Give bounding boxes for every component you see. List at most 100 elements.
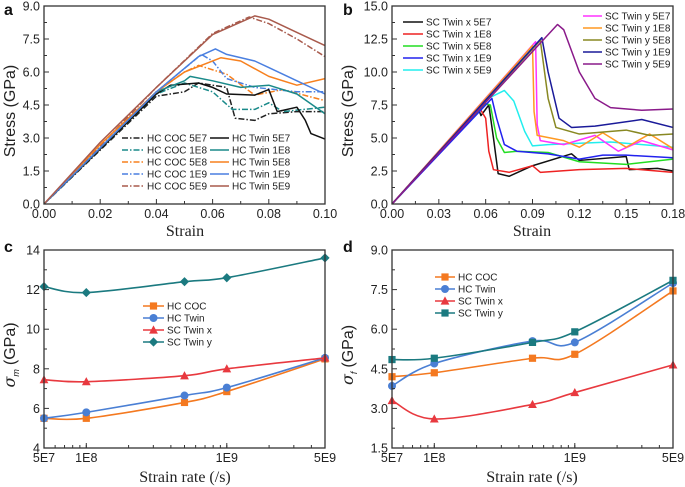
legend-item: HC COC <box>435 273 497 284</box>
y-axis-symbol: σ <box>0 376 19 388</box>
x-tick-label: 0.04 <box>144 207 168 221</box>
data-point <box>222 273 232 283</box>
data-point <box>570 387 580 397</box>
legend-label: HC Twin 5E9 <box>232 182 291 193</box>
legend-label: HC Twin 5E7 <box>232 134 291 145</box>
y-tick-label: 7.5 <box>371 283 388 297</box>
data-point <box>82 408 91 417</box>
y-tick-label: 0.0 <box>371 198 388 212</box>
data-point <box>528 354 537 362</box>
legend-item: HC COC <box>143 302 206 313</box>
legend-item: SC Twin y 1E9 <box>583 48 671 59</box>
legend-label: SC Twin y 1E9 <box>605 48 671 59</box>
data-point <box>180 391 189 400</box>
y-axis-unit: (GPa) <box>340 325 357 368</box>
series-line-sc-twin-x-5e8 <box>391 102 674 205</box>
x-tick-label: 0.18 <box>661 207 685 221</box>
y-tick-label: 3.0 <box>371 402 388 416</box>
y-tick-label: 10 <box>26 323 40 337</box>
legend-item: SC Twin y 5E9 <box>583 60 671 71</box>
legend-label: HC COC 5E8 <box>147 158 207 169</box>
x-axis-label: Strain rate (/s) <box>139 469 231 486</box>
x-tick-label: 0.12 <box>567 207 591 221</box>
x-tick-label: 0.06 <box>200 207 224 221</box>
legend-label: SC Twin y <box>167 338 212 349</box>
legend-item: HC Twin 5E8 <box>210 158 291 169</box>
data-point <box>222 383 231 392</box>
legend-item: SC Twin y 5E7 <box>583 12 671 23</box>
series-line-hc-twin-1e9 <box>43 48 326 205</box>
series-line-sc-twin-y-5e8 <box>391 39 674 205</box>
y-tick-label: 5.0 <box>371 132 388 146</box>
legend-item: SC Twin x 1E9 <box>403 54 492 65</box>
x-axis-label: Strain <box>166 223 204 240</box>
legend-label: HC COC <box>458 273 497 284</box>
data-point <box>570 338 579 347</box>
x-tick-label: 0.10 <box>313 207 337 221</box>
x-axis-label: Strain rate (/s) <box>486 469 578 486</box>
series-line-hc-coc-1e8 <box>43 82 326 205</box>
y-axis-subscript: m <box>11 369 21 377</box>
legend-item: HC COC 1E8 <box>122 146 207 157</box>
legend-item: HC Twin <box>435 285 496 296</box>
series-line-sc-twin-y-1e8 <box>391 44 674 205</box>
legend-marker <box>441 309 449 317</box>
y-axis-symbol: σ <box>338 373 357 385</box>
series-line-hc-coc-1e9 <box>43 53 325 205</box>
data-point <box>82 414 90 422</box>
legend-label: HC Twin <box>167 314 205 325</box>
y-axis-label: Stress (GPa) <box>340 65 357 157</box>
y-tick-label: 9.0 <box>371 244 388 258</box>
legend-label: SC Twin y 5E7 <box>605 12 671 23</box>
legend-label: HC Twin 5E8 <box>232 158 291 169</box>
y-tick-label: 4.5 <box>371 362 388 376</box>
legend-marker <box>440 296 450 305</box>
y-axis-label: σm (GPa) <box>0 322 21 387</box>
x-tick-label: 5E9 <box>662 451 684 465</box>
y-tick-label: 6.0 <box>371 323 388 337</box>
x-tick-label: 1E8 <box>423 451 445 465</box>
y-tick-label: 1.5 <box>371 442 388 456</box>
legend-item: HC COC 5E7 <box>122 134 207 145</box>
y-axis-subscript: f <box>349 370 359 374</box>
series-line-sc-twin-x-1e8 <box>391 106 674 205</box>
y-tick-label: 9.0 <box>23 0 40 14</box>
data-point <box>180 398 189 407</box>
y-tick-label: 14 <box>26 244 40 258</box>
series-line-sc-twin-y-5e9 <box>391 23 674 205</box>
legend-marker <box>148 337 159 347</box>
legend-label: HC Twin 1E8 <box>232 146 291 157</box>
legend-label: HC COC 5E7 <box>147 134 207 145</box>
chart-panel-b: 0.00 0.03 0.06 0.09 0.12 0.15 0.18 0.0 2.5 5.0 7.5… <box>340 0 685 240</box>
legend-label: SC Twin y <box>458 309 503 320</box>
legend-item: HC Twin 5E9 <box>210 182 291 193</box>
legend-item: HC COC 5E9 <box>122 182 207 193</box>
y-tick-label: 7.5 <box>371 99 388 113</box>
legend-label: HC Twin <box>458 285 496 296</box>
x-tick-label: 0.00 <box>32 207 56 221</box>
y-tick-label: 15.0 <box>364 0 388 14</box>
legend-item: HC COC 1E9 <box>122 170 207 181</box>
x-axis-label: Strain <box>513 223 551 240</box>
legend-label: SC Twin y 5E9 <box>605 60 671 71</box>
x-tick-label: 0.09 <box>520 207 544 221</box>
data-point <box>429 414 439 423</box>
y-tick-label: 12 <box>26 283 40 297</box>
data-point <box>180 371 189 380</box>
chart-panel-d: 5E7 1E8 1E9 5E9 1.5 3.0 4.5 6.0 7.5 9.0 Strain rat… <box>338 239 684 486</box>
x-tick-label: 5E7 <box>33 451 55 465</box>
y-axis-unit: (GPa) <box>2 322 19 365</box>
legend-label: SC Twin x 5E8 <box>426 42 492 53</box>
series-line-sc-twin-x-5e9 <box>391 89 674 205</box>
y-tick-label: 8 <box>33 362 40 376</box>
data-point <box>430 354 438 362</box>
y-tick-label: 12.5 <box>364 33 388 47</box>
x-tick-label: 0.02 <box>88 207 112 221</box>
panel-label: b <box>343 2 353 19</box>
legend-label: SC Twin x 1E8 <box>426 30 492 41</box>
panel-label: d <box>343 239 353 256</box>
legend-label: SC Twin x <box>458 297 503 308</box>
legend-marker <box>149 314 158 322</box>
